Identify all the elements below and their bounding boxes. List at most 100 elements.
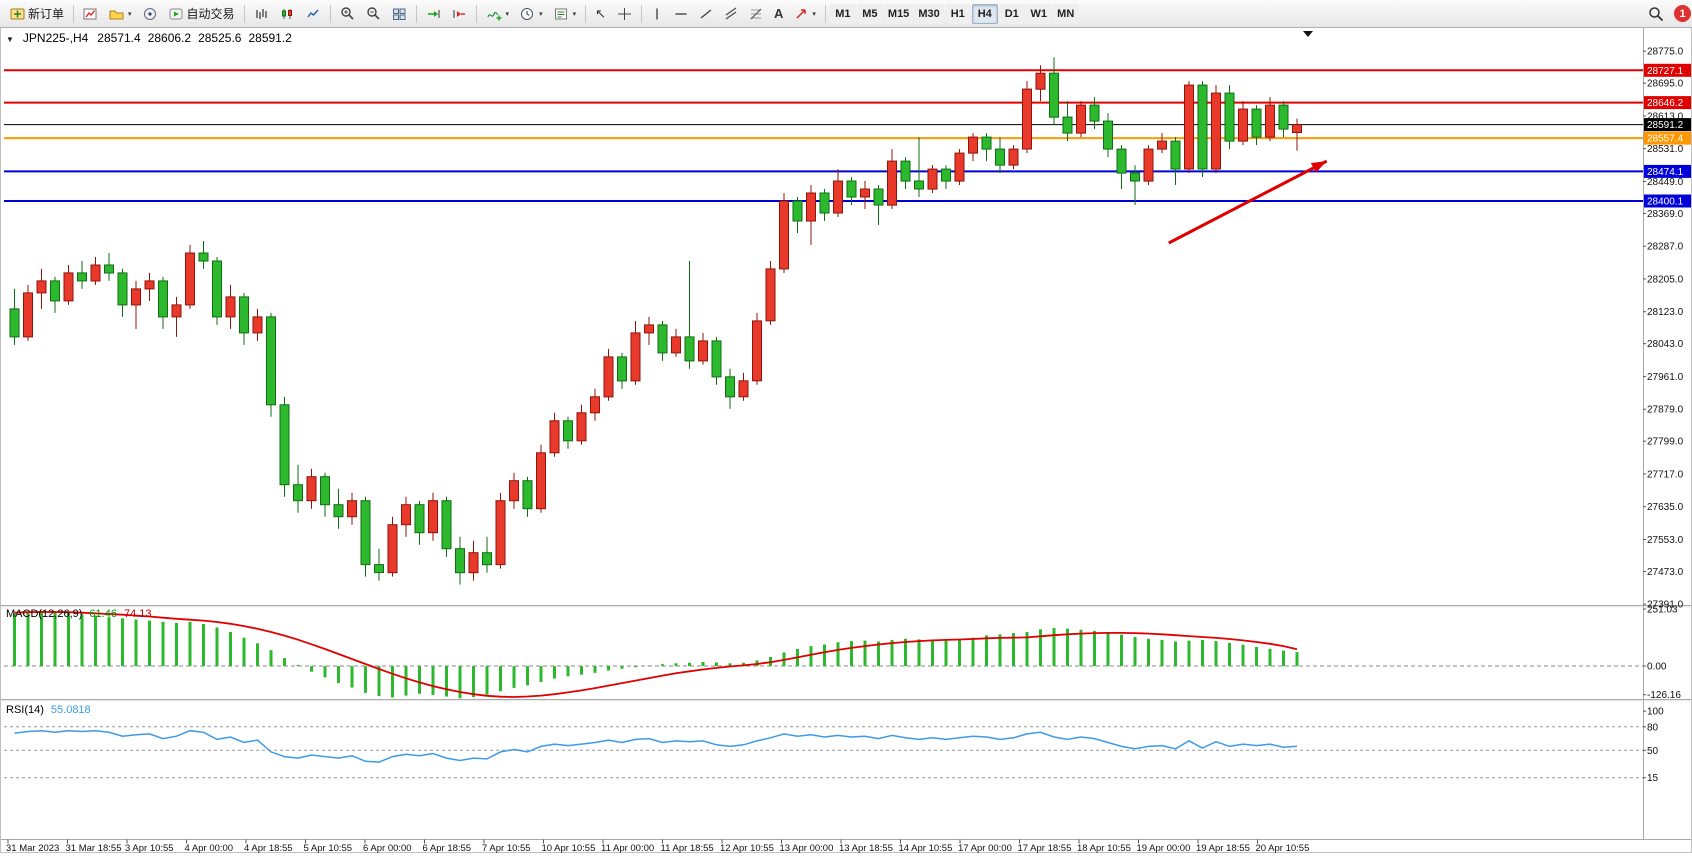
price-tag-28591.2: 28591.2 [1644,118,1691,132]
line-chart-button[interactable] [301,3,326,25]
tile-windows-icon [392,8,406,20]
svg-text:-126.16: -126.16 [1647,690,1681,701]
svg-text:27473.0: 27473.0 [1647,567,1684,578]
cursor-button[interactable]: ↖ [590,3,611,25]
svg-text:5 Apr 10:55: 5 Apr 10:55 [304,843,353,853]
vertical-line-button[interactable] [646,3,668,25]
profiles-caret-icon: ▾ [128,10,132,18]
svg-text:6 Apr 00:00: 6 Apr 00:00 [363,843,412,853]
timeframe-h4[interactable]: H4 [971,3,998,24]
timeframe-d1[interactable]: D1 [998,3,1025,24]
crosshair-button[interactable] [612,3,637,25]
toolbar-separator [641,4,642,23]
ohlc-open: 28571.4 [97,31,141,45]
text-icon: A [774,6,784,21]
svg-text:6 Apr 18:55: 6 Apr 18:55 [423,843,472,853]
svg-text:28531.0: 28531.0 [1647,144,1684,155]
main-chart-plot[interactable] [4,28,1643,605]
trendline-icon [700,8,712,19]
trendline-button[interactable] [694,3,718,25]
chart-window[interactable]: 28775.0 28695.0 28613.0 28531.0 28449.0 28369… [0,27,1692,854]
svg-text:28043.0: 28043.0 [1647,339,1684,350]
cursor-icon: ↖ [595,6,606,21]
search-button[interactable] [1643,3,1669,25]
svg-text:28474.1: 28474.1 [1647,167,1684,178]
svg-text:27391.0: 27391.0 [1647,600,1684,611]
svg-text:28123.0: 28123.0 [1647,307,1684,318]
arrows-button[interactable]: ▾ [789,3,821,25]
time-axis[interactable]: 31 Mar 2023 31 Mar 18:55 3 Apr 10:55 4 Apr … [6,839,1309,854]
svg-text:13 Apr 00:00: 13 Apr 00:00 [780,843,834,853]
auto-scroll-button[interactable] [421,3,446,25]
auto-trading-icon [169,8,183,19]
tile-windows-button[interactable] [387,3,412,25]
vertical-line-icon [656,8,658,19]
fibonacci-button[interactable] [744,3,768,25]
timeframe-h1[interactable]: H1 [944,3,971,24]
ohlc-low: 28525.6 [198,31,242,45]
svg-text:28287.0: 28287.0 [1647,242,1684,253]
scroll-to-end-marker[interactable] [1303,31,1313,37]
rsi-value: 55.0818 [50,704,91,716]
auto-scroll-icon [427,9,440,18]
chart-canvas[interactable]: 28775.0 28695.0 28613.0 28531.0 28449.0 28369… [0,27,1692,854]
bar-chart-icon [255,8,267,19]
collapse-icon[interactable]: ▼ [6,35,14,44]
timeframe-m30[interactable]: M30 [914,3,944,24]
bar-chart-button[interactable] [249,3,274,25]
zoom-out-icon [366,7,380,20]
timeframe-mn[interactable]: MN [1052,3,1079,24]
data-window-icon [143,7,156,20]
svg-text:0.00: 0.00 [1647,662,1667,673]
svg-text:27799.0: 27799.0 [1647,437,1684,448]
notification-badge[interactable]: 1 [1674,5,1691,22]
chart-panes [4,28,1643,838]
svg-text:27717.0: 27717.0 [1647,469,1684,480]
price-axis[interactable]: 28775.0 28695.0 28613.0 28531.0 28449.0 28369… [1643,47,1684,785]
timeframe-m15[interactable]: M15 [883,3,914,24]
trend-arrow[interactable] [1168,159,1328,245]
price-tag-28646.2: 28646.2 [1644,96,1691,110]
new-chart-button[interactable] [78,3,103,25]
candlestick-button[interactable] [275,3,300,25]
auto-trading-button[interactable]: 自动交易 [164,3,240,25]
profiles-button[interactable]: ▾ [104,3,137,25]
svg-text:31 Mar 2023: 31 Mar 2023 [6,843,59,853]
chart-shift-button[interactable] [447,3,472,25]
periods-button[interactable]: ▾ [515,3,548,25]
timeframe-m5[interactable]: M5 [856,3,883,24]
svg-text:251.03: 251.03 [1647,605,1678,616]
rsi-plot[interactable] [4,701,1643,838]
text-button[interactable]: A [769,3,788,25]
periods-caret-icon: ▾ [539,10,543,18]
toolbar-separator [415,4,417,23]
toolbar-separator [475,4,477,23]
profiles-icon [109,10,124,19]
crosshair-icon [618,7,631,20]
templates-button[interactable]: ▾ [549,3,582,25]
zoom-in-icon [340,7,354,20]
indicators-button[interactable]: ▾ [481,3,515,25]
horizontal-line-button[interactable] [669,3,693,25]
svg-text:7 Apr 10:55: 7 Apr 10:55 [482,843,531,853]
zoom-out-button[interactable] [361,3,386,25]
macd-indicator [4,611,1643,699]
data-window-button[interactable] [138,3,163,25]
periods-icon [521,7,534,20]
svg-text:27961.0: 27961.0 [1647,372,1684,383]
indicators-icon [486,11,502,20]
timeframe-m1[interactable]: M1 [829,3,856,24]
channel-button[interactable] [719,3,743,25]
svg-text:17 Apr 18:55: 17 Apr 18:55 [1018,843,1072,853]
svg-text:19 Apr 18:55: 19 Apr 18:55 [1196,843,1250,853]
rsi-label: RSI(14) 55.0818 [6,704,91,716]
toolbar-separator [73,4,75,23]
svg-text:17 Apr 00:00: 17 Apr 00:00 [958,843,1012,853]
zoom-in-button[interactable] [335,3,360,25]
new-order-button[interactable]: 新订单 [5,3,69,25]
timeframe-w1[interactable]: W1 [1025,3,1052,24]
svg-text:12 Apr 10:55: 12 Apr 10:55 [720,843,774,853]
svg-text:3 Apr 10:55: 3 Apr 10:55 [125,843,174,853]
horizontal-line-icon [675,12,687,15]
svg-text:4 Apr 00:00: 4 Apr 00:00 [185,843,234,853]
